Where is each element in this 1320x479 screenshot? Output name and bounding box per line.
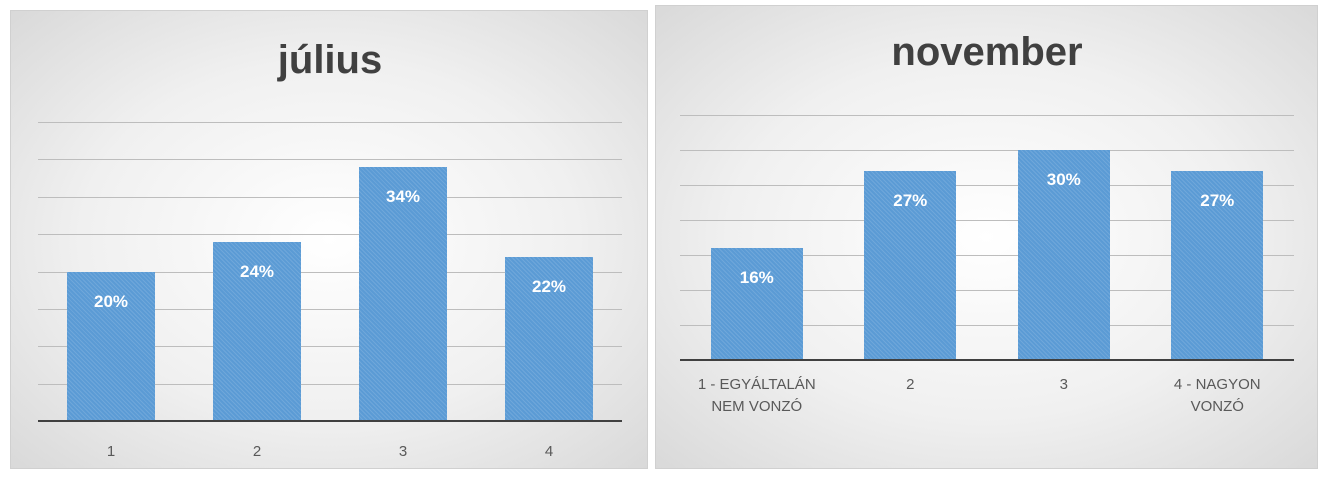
bar bbox=[1017, 150, 1110, 360]
data-label: 27% bbox=[1200, 191, 1235, 210]
bar bbox=[67, 271, 155, 421]
x-tick-label: 1 - EGYÁLTALÁN NEM VONZÓ bbox=[697, 376, 816, 415]
x-tick-label: 1 bbox=[106, 443, 116, 460]
data-label: 30% bbox=[1046, 170, 1081, 189]
grid-line bbox=[680, 255, 1294, 256]
x-tick-label: 2 bbox=[906, 376, 915, 393]
grid-line bbox=[38, 383, 622, 385]
grid-line bbox=[680, 290, 1294, 291]
x-tick-label: 4 - NAGYON VONZÓ bbox=[1173, 376, 1261, 415]
grid-line bbox=[680, 325, 1294, 326]
grid-line bbox=[680, 115, 1294, 116]
grid-line bbox=[38, 346, 622, 348]
data-label: 34% bbox=[385, 186, 421, 206]
grid-line bbox=[38, 271, 622, 273]
data-label: 16% bbox=[739, 268, 774, 287]
bar bbox=[359, 166, 447, 421]
x-tick-label: 4 bbox=[544, 443, 554, 460]
grid-line bbox=[680, 150, 1294, 151]
data-label: 20% bbox=[93, 291, 129, 311]
grid-line bbox=[38, 122, 622, 123]
x-axis-line bbox=[680, 359, 1294, 361]
bar bbox=[213, 241, 301, 421]
x-axis-line bbox=[38, 420, 622, 422]
chart-title: július bbox=[277, 38, 383, 82]
chart-title: november bbox=[891, 30, 1083, 74]
x-tick-label: 3 bbox=[1059, 376, 1068, 393]
bar bbox=[864, 171, 957, 360]
bar bbox=[505, 256, 593, 421]
x-tick-label: 3 bbox=[398, 443, 408, 460]
grid-line bbox=[680, 220, 1294, 221]
bar bbox=[710, 248, 803, 360]
bar bbox=[1171, 171, 1264, 360]
x-tick-label: 2 bbox=[252, 443, 262, 460]
data-label: 24% bbox=[239, 261, 275, 281]
grid-line bbox=[680, 185, 1294, 186]
grid-line bbox=[38, 308, 622, 310]
grid-line bbox=[38, 159, 622, 161]
grid-line bbox=[38, 196, 622, 198]
data-label: 22% bbox=[531, 276, 567, 296]
data-label: 27% bbox=[893, 191, 928, 210]
grid-line bbox=[38, 234, 622, 236]
